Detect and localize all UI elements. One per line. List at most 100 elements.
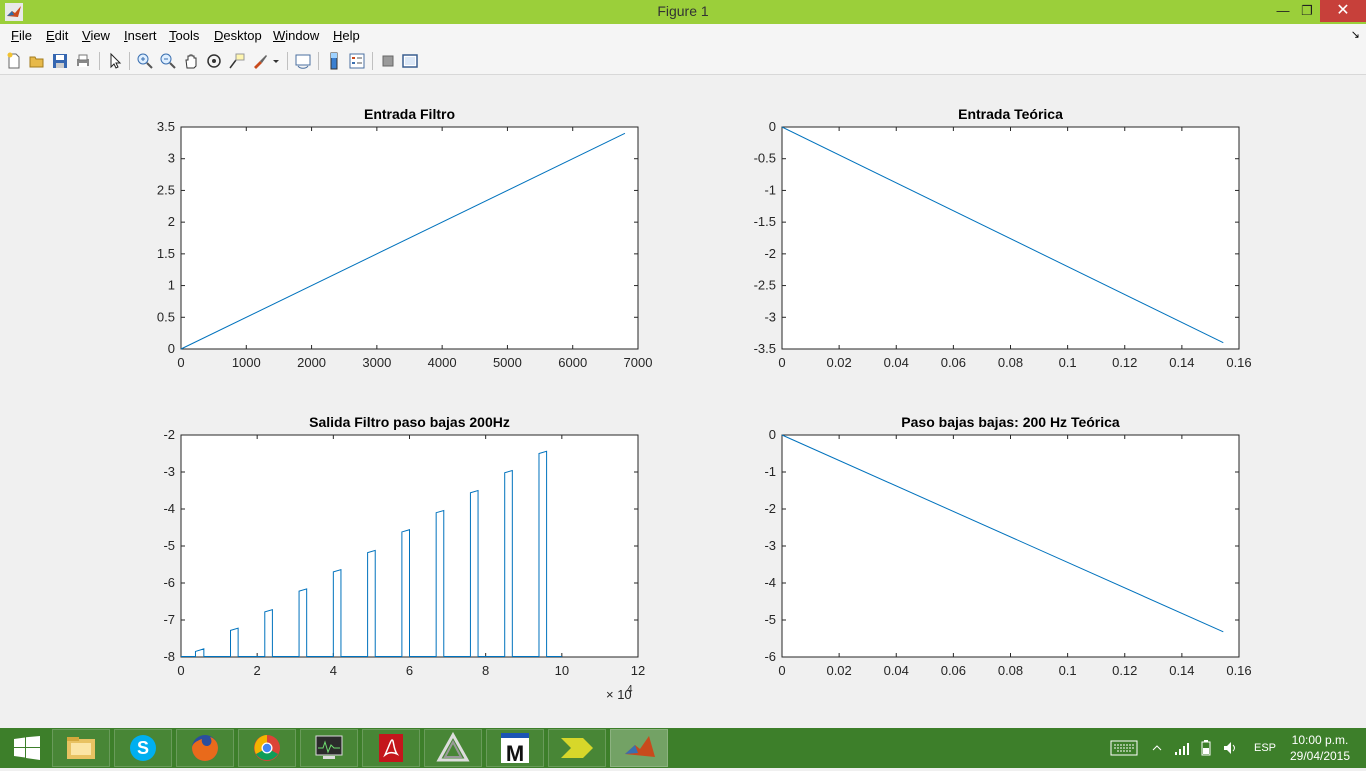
taskbar-app-m[interactable]: M (486, 729, 544, 767)
pan-hand-icon[interactable] (182, 52, 200, 70)
menu-help[interactable]: Help (333, 28, 360, 43)
toolbar (0, 48, 1366, 75)
show-plot-tools-icon[interactable] (401, 52, 419, 70)
brush-dropdown-icon[interactable] (271, 52, 281, 70)
y-tick-label: 0.5 (157, 309, 175, 324)
data-line (181, 450, 562, 657)
x-tick-label: 0.1 (1059, 355, 1077, 370)
legend-icon[interactable] (348, 52, 366, 70)
y-tick-label: -2 (764, 501, 776, 516)
y-tick-label: -6 (764, 649, 776, 664)
title-bar: Figure 1 — ❐ ✕ (0, 0, 1366, 24)
y-tick-label: -3 (764, 538, 776, 553)
x-tick-label: 5000 (493, 355, 522, 370)
taskbar-matlab[interactable] (610, 729, 668, 767)
x-exponent-power: 4 (627, 684, 633, 695)
close-button[interactable]: ✕ (1320, 0, 1366, 22)
menu-window[interactable]: Window (273, 28, 320, 43)
taskbar-system-monitor[interactable] (300, 729, 358, 767)
windows-start-icon[interactable] (14, 736, 40, 760)
x-tick-label: 2000 (297, 355, 326, 370)
keyboard-icon[interactable] (1110, 740, 1138, 756)
hide-plot-tools-icon[interactable] (379, 52, 397, 70)
taskbar: S M ESP 10:00 p.m. 29/04/2015 (0, 728, 1366, 768)
y-tick-label: 2.5 (157, 182, 175, 197)
restore-button[interactable]: ❐ (1301, 3, 1313, 18)
colorbar-icon[interactable] (325, 52, 343, 70)
taskbar-app-triangle[interactable] (424, 729, 482, 767)
y-tick-label: 0 (769, 119, 776, 134)
y-tick-label: -3.5 (754, 341, 776, 356)
axes-2[interactable]: Entrada Teórica 0 0.02 0.04 0.06 0.08 0.1 0.12 0… (754, 106, 1252, 370)
brush-icon[interactable] (251, 52, 269, 70)
x-tick-label: 0.12 (1112, 355, 1137, 370)
menu-insert[interactable]: Insert (124, 28, 157, 43)
y-tick-label: 1 (168, 278, 175, 293)
svg-text:S: S (137, 738, 149, 758)
toolbar-separator (129, 52, 130, 70)
y-tick-label: -3 (163, 464, 175, 479)
menu-edit[interactable]: Edit (46, 28, 69, 43)
input-language[interactable]: ESP (1254, 742, 1277, 754)
skype-icon: S (130, 735, 156, 761)
zoom-in-icon[interactable] (136, 52, 154, 70)
menu-desktop[interactable]: Desktop (214, 28, 262, 43)
minimize-button[interactable]: — (1276, 3, 1290, 18)
link-plot-icon[interactable] (294, 52, 312, 70)
axes-3[interactable]: Salida Filtro paso bajas 200Hz 0 2 4 6 8 10 12 -… (163, 414, 645, 702)
show-hidden-icons-chevron-icon[interactable] (1152, 743, 1162, 753)
m-app-icon: M (501, 733, 529, 766)
taskbar-firefox[interactable] (176, 729, 234, 767)
taskbar-app-arrow[interactable] (548, 729, 606, 767)
x-tick-label: 2 (254, 663, 261, 678)
axes-title: Paso bajas bajas: 200 Hz Teórica (901, 414, 1120, 430)
taskbar-file-explorer[interactable] (52, 729, 110, 767)
print-icon[interactable] (74, 52, 92, 70)
y-tick-label: -2 (163, 427, 175, 442)
x-tick-label: 0.1 (1059, 663, 1077, 678)
x-tick-label: 0 (778, 663, 785, 678)
menu-tools[interactable]: Tools (169, 28, 200, 43)
save-icon[interactable] (51, 52, 69, 70)
x-tick-label: 0 (778, 355, 785, 370)
y-tick-label: -7 (163, 612, 175, 627)
axes-4[interactable]: Paso bajas bajas: 200 Hz Teórica 0 0.02 0.0… (764, 414, 1251, 678)
pointer-icon[interactable] (106, 52, 124, 70)
battery-icon[interactable] (1198, 739, 1214, 757)
y-tick-label: -4 (764, 575, 776, 590)
toolbar-separator (318, 52, 319, 70)
dock-arrow-icon[interactable]: ↘ (1350, 29, 1360, 41)
network-signal-icon[interactable] (1174, 740, 1190, 756)
x-tick-label: 0 (177, 355, 184, 370)
menu-file[interactable]: File (11, 28, 32, 43)
y-tick-label: 3.5 (157, 119, 175, 134)
taskbar-acrobat[interactable] (362, 729, 420, 767)
x-tick-label: 0.14 (1169, 355, 1194, 370)
zoom-out-icon[interactable] (159, 52, 177, 70)
figure-canvas[interactable]: Entrada Filtro 0 1000 2000 3000 4000 5000 6000 7… (0, 75, 1366, 727)
axes-title: Entrada Teórica (958, 106, 1063, 122)
new-figure-icon[interactable] (5, 52, 23, 70)
axes-1[interactable]: Entrada Filtro 0 1000 2000 3000 4000 5000 6000 7… (157, 106, 653, 370)
volume-icon[interactable] (1222, 740, 1238, 756)
x-tick-label: 6000 (558, 355, 587, 370)
axes-box (781, 434, 1240, 658)
data-line (180, 132, 626, 350)
taskbar-skype[interactable]: S (114, 729, 172, 767)
x-tick-label: 0.02 (826, 355, 851, 370)
toolbar-separator (372, 52, 373, 70)
open-file-icon[interactable] (28, 52, 46, 70)
triangle-icon (436, 731, 470, 762)
taskbar-chrome[interactable] (238, 729, 296, 767)
rotate-3d-icon[interactable] (205, 52, 223, 70)
clock[interactable]: 10:00 p.m. 29/04/2015 (1280, 732, 1360, 764)
y-tick-label: -4 (163, 501, 175, 516)
menu-view[interactable]: View (82, 28, 110, 43)
y-tick-label: -5 (163, 538, 175, 553)
data-cursor-icon[interactable] (228, 52, 246, 70)
folder-icon (67, 737, 95, 759)
x-tick-label: 0.08 (998, 355, 1023, 370)
y-tick-label: -0.5 (754, 151, 776, 166)
x-tick-label: 0.12 (1112, 663, 1137, 678)
